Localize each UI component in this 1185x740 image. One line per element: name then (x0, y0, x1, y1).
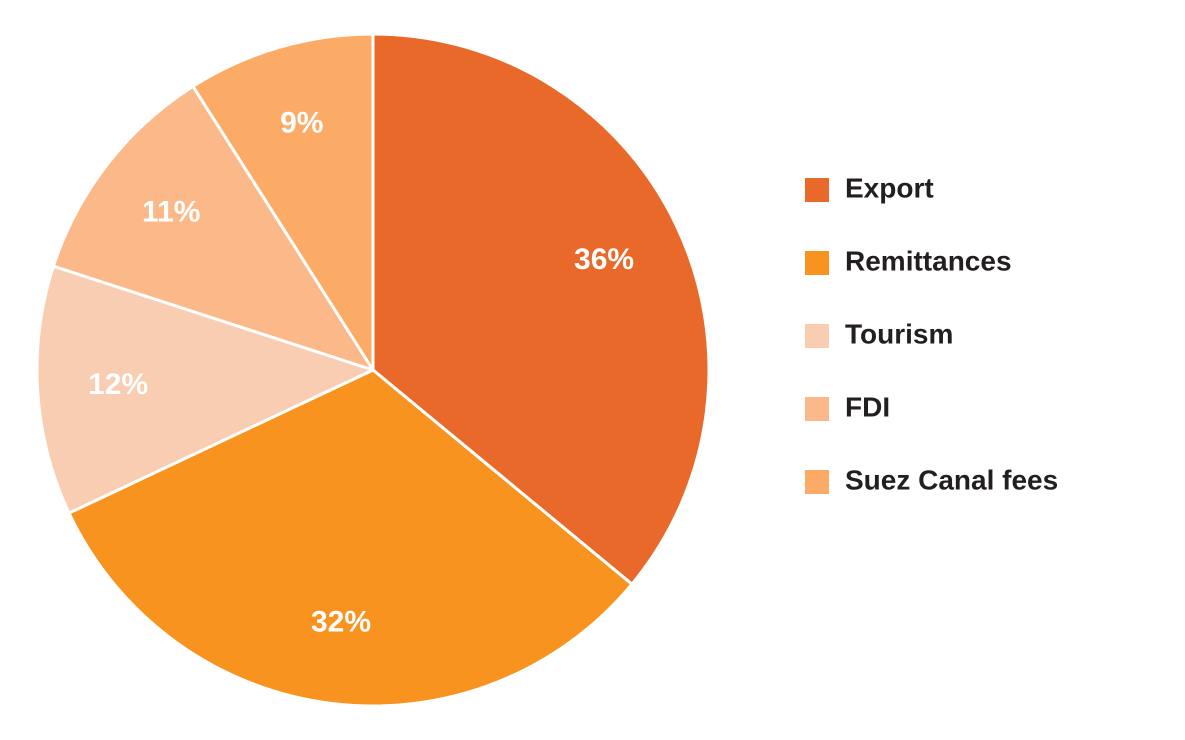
legend-swatch (805, 324, 829, 348)
legend-swatch (805, 178, 829, 202)
slice-label: 12% (88, 368, 148, 401)
legend-swatch (805, 251, 829, 275)
pie-slice (371, 32, 711, 586)
pie-slice (51, 84, 375, 372)
legend-label: Suez Canal fees (845, 464, 1058, 495)
pie-slice (67, 368, 634, 708)
slice-label: 32% (311, 605, 371, 638)
legend-label: Remittances (845, 245, 1012, 276)
legend-label: Tourism (845, 318, 953, 349)
slice-label: 9% (280, 107, 323, 140)
legend-swatch (805, 397, 829, 421)
legend-label: FDI (845, 391, 890, 422)
slice-label: 36% (574, 243, 634, 276)
pie-slice (191, 32, 375, 372)
slice-label: 11% (142, 195, 200, 228)
legend-swatch (805, 470, 829, 494)
pie-slice (35, 264, 375, 515)
legend-label: Export (845, 172, 934, 203)
